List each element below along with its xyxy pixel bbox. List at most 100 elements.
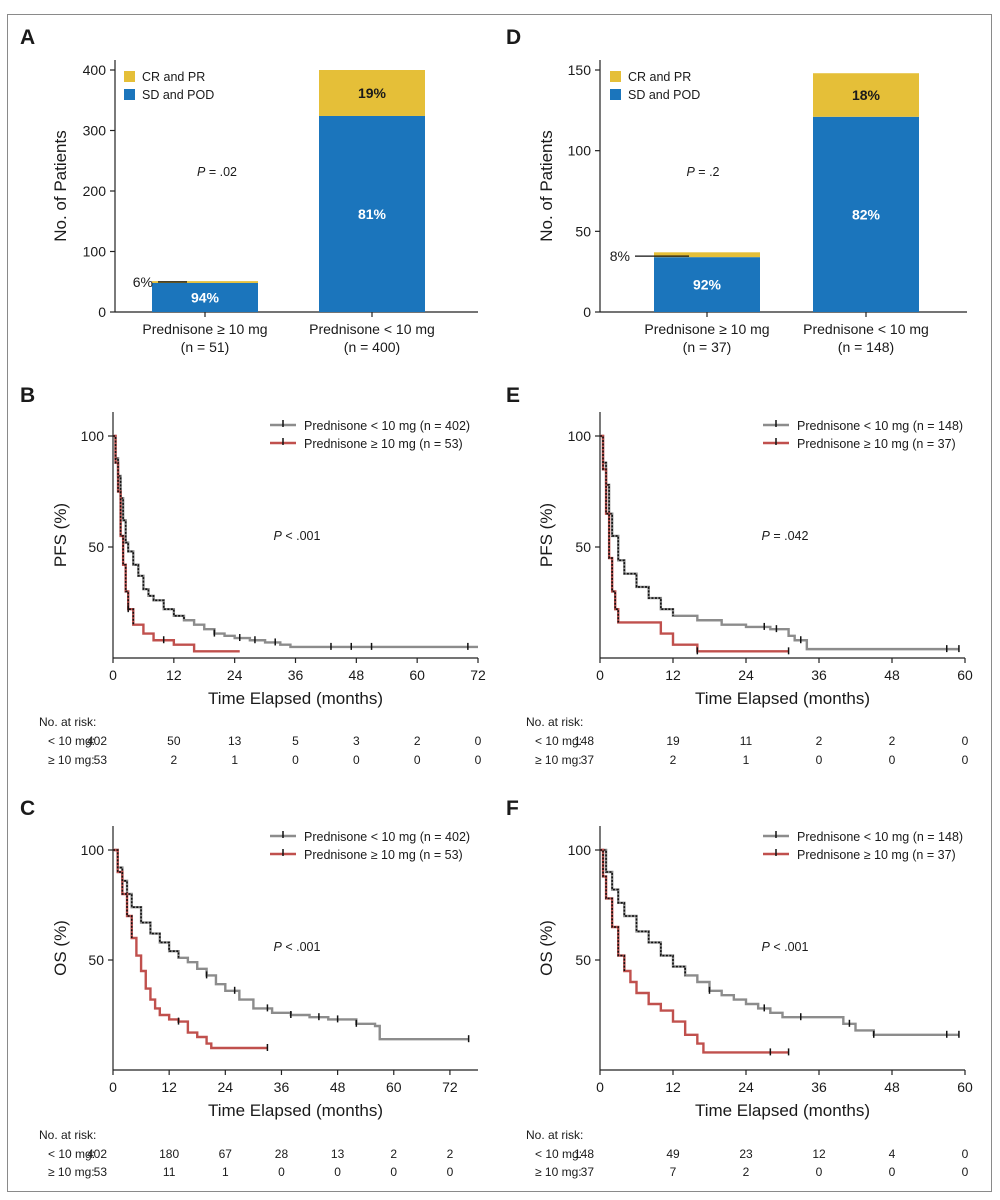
- panel-d-bar-label-cr-pr: 18%: [852, 87, 881, 103]
- panel-a-ytick-label: 200: [83, 183, 107, 199]
- panel-d-legend-label: CR and PR: [628, 70, 691, 84]
- panel-b-risk-row-label: ≥ 10 mg:: [48, 753, 95, 767]
- panel-b-ylabel: PFS (%): [51, 503, 70, 567]
- panel-e-risk-value: 1: [743, 753, 750, 767]
- panel-c-xtick-label: 0: [109, 1079, 117, 1095]
- panel-c-curve-high-dose: [113, 848, 268, 1050]
- panel-b-risk-row-label: < 10 mg:: [48, 734, 95, 748]
- panel-c-xtick-label: 72: [442, 1079, 458, 1095]
- panel-c-p-value: P < .001: [274, 940, 321, 954]
- panel-b-legend-label: Prednisone < 10 mg (n = 402): [304, 419, 470, 433]
- panel-a-bar-label-cr-pr: 6%: [133, 274, 153, 290]
- panel-c-xtick-label: 60: [386, 1079, 402, 1095]
- panel-c-xtick-label: 36: [274, 1079, 290, 1095]
- panel-f-risk-value: 12: [812, 1147, 826, 1161]
- panel-c-ytick-label: 100: [81, 842, 105, 858]
- panel-a-ytick-label: 400: [83, 62, 107, 78]
- panel-f-risk-value: 0: [962, 1165, 969, 1179]
- panel-f-xtick-label: 36: [811, 1079, 827, 1095]
- panel-c-risk-row-label: ≥ 10 mg:: [48, 1165, 95, 1179]
- panel-a-p-value: P = .02: [197, 165, 237, 179]
- panel-a-ytick-label: 100: [83, 244, 107, 260]
- panel-c-risk-value: 402: [87, 1147, 107, 1161]
- panel-c-xlabel: Time Elapsed (months): [208, 1101, 383, 1120]
- panel-c-risk-value: 67: [219, 1147, 233, 1161]
- panel-b-risk-header: No. at risk:: [39, 715, 96, 729]
- panel-a-bar-sd-pod: [319, 115, 425, 312]
- panel-e-risk-value: 2: [670, 753, 677, 767]
- panel-c-risk-value: 53: [94, 1165, 108, 1179]
- panel-a-bar-cr-pr: [152, 281, 258, 283]
- panel-b-risk-value: 13: [228, 734, 242, 748]
- panel-e-xtick-label: 24: [738, 667, 754, 683]
- panel-a-category-n: (n = 51): [181, 339, 230, 355]
- panel-b-censor-cluster: [113, 435, 135, 625]
- panel-c-risk-value: 0: [447, 1165, 454, 1179]
- panel-c-risk-row-label: < 10 mg:: [48, 1147, 95, 1161]
- panel-a-legend-swatch: [124, 89, 135, 100]
- panel-e-risk-value: 2: [816, 734, 823, 748]
- panel-b-risk-value: 1: [231, 753, 238, 767]
- panel-b-risk-value: 0: [292, 753, 299, 767]
- panel-d-ytick-label: 150: [568, 62, 592, 78]
- panel-e-risk-header: No. at risk:: [526, 715, 583, 729]
- panel-e-risk-value: 0: [816, 753, 823, 767]
- panel-e-risk-value: 0: [889, 753, 896, 767]
- panel-f-risk-value: 7: [670, 1165, 677, 1179]
- panel-e-risk-row-label: < 10 mg:: [535, 734, 582, 748]
- panel-b-label: B: [20, 384, 35, 407]
- panel-c-risk-value: 2: [447, 1147, 454, 1161]
- panel-f-risk-value: 23: [739, 1147, 753, 1161]
- panel-b-risk-value: 3: [353, 734, 360, 748]
- panel-f-ytick-label: 50: [575, 952, 591, 968]
- panel-e-curve-high-dose: [600, 434, 789, 653]
- panel-e-risk-value: 19: [666, 734, 680, 748]
- panel-e-censor-cluster: [600, 435, 620, 623]
- panel-c-xtick-label: 24: [218, 1079, 234, 1095]
- panel-e-xtick-label: 12: [665, 667, 681, 683]
- panel-f-curve-high-dose: [600, 848, 789, 1054]
- panel-e-risk-value: 37: [581, 753, 595, 767]
- panel-e-p-value: P = .042: [762, 529, 809, 543]
- panel-c-label: C: [20, 797, 35, 820]
- panel-b-xtick-label: 36: [288, 667, 304, 683]
- panel-e-ylabel: PFS (%): [537, 503, 556, 567]
- panel-e-legend-label: Prednisone ≥ 10 mg (n = 37): [797, 437, 956, 451]
- panel-c-censor-cluster: [113, 849, 180, 958]
- panel-b-ytick-label: 50: [88, 539, 104, 555]
- panel-f-risk-value: 4: [889, 1147, 896, 1161]
- panel-d-label: D: [506, 26, 521, 49]
- panel-c-censor-cluster: [113, 849, 133, 938]
- panel-c-ylabel: OS (%): [51, 920, 70, 976]
- panel-f-risk-value: 0: [962, 1147, 969, 1161]
- panel-b-risk-value: 53: [94, 753, 108, 767]
- panel-f-p-value: P < .001: [762, 940, 809, 954]
- panel-d-category-label: Prednisone ≥ 10 mg: [644, 321, 769, 337]
- panel-b-xlabel: Time Elapsed (months): [208, 689, 383, 708]
- panel-c-risk-value: 2: [390, 1147, 397, 1161]
- panel-b-risk-value: 5: [292, 734, 299, 748]
- panel-f-risk-value: 0: [816, 1165, 823, 1179]
- panel-b-legend-label: Prednisone ≥ 10 mg (n = 53): [304, 437, 463, 451]
- panel-f-risk-value: 2: [743, 1165, 750, 1179]
- panel-e-label: E: [506, 384, 520, 407]
- panel-b-xtick-label: 12: [166, 667, 182, 683]
- panel-b-p-value: P < .001: [274, 529, 321, 543]
- panel-c-legend-label: Prednisone < 10 mg (n = 402): [304, 830, 470, 844]
- panel-f-censor-cluster: [600, 849, 626, 971]
- panel-a-category-label: Prednisone ≥ 10 mg: [142, 321, 267, 337]
- panel-d-legend-swatch: [610, 71, 621, 82]
- panel-a-label: A: [20, 26, 35, 49]
- panel-f-ylabel: OS (%): [537, 920, 556, 976]
- panel-c-ytick-label: 50: [88, 952, 104, 968]
- panel-f-legend-label: Prednisone ≥ 10 mg (n = 37): [797, 848, 956, 862]
- panel-c-risk-header: No. at risk:: [39, 1128, 96, 1142]
- panel-e-xtick-label: 60: [957, 667, 973, 683]
- panel-f-xtick-label: 24: [738, 1079, 754, 1095]
- panel-d-bar-cr-pr: [654, 252, 760, 258]
- panel-f-xtick-label: 60: [957, 1079, 973, 1095]
- panel-b-xtick-label: 72: [470, 667, 486, 683]
- panel-c-risk-value: 13: [331, 1147, 345, 1161]
- panel-f-risk-row-label: < 10 mg:: [535, 1147, 582, 1161]
- panel-e-risk-value: 2: [889, 734, 896, 748]
